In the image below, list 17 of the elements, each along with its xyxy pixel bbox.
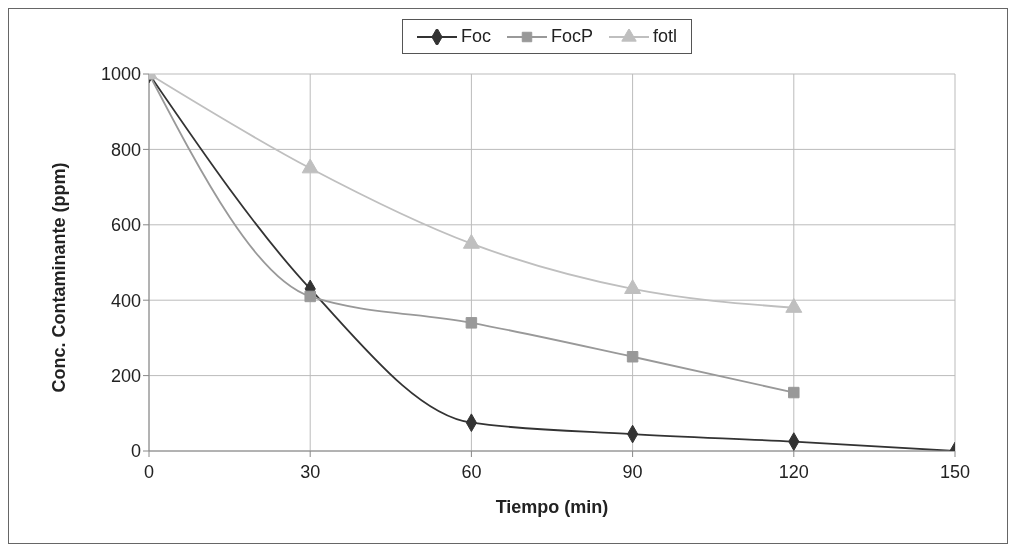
x-tick-label: 30 [300, 461, 321, 482]
y-tick-label: 600 [110, 215, 141, 236]
y-tick-label: 1000 [100, 64, 141, 85]
legend-label: Foc [459, 26, 491, 47]
y-tick-label: 200 [110, 365, 141, 386]
y-axis-title: Conc. Contaminante (ppm) [49, 162, 70, 393]
x-tick-label: 0 [143, 461, 155, 482]
x-tick-label: 60 [461, 461, 482, 482]
y-tick-label: 800 [110, 139, 141, 160]
x-tick-label: 120 [778, 461, 809, 482]
x-tick-label: 150 [939, 461, 971, 482]
x-tick-label: 90 [622, 461, 643, 482]
y-tick-label: 0 [130, 441, 141, 462]
x-axis-title: Tiempo (min) [495, 497, 609, 517]
legend-label: fotl [652, 26, 678, 47]
legend-label: FocP [550, 26, 593, 47]
y-tick-label: 400 [110, 290, 141, 311]
